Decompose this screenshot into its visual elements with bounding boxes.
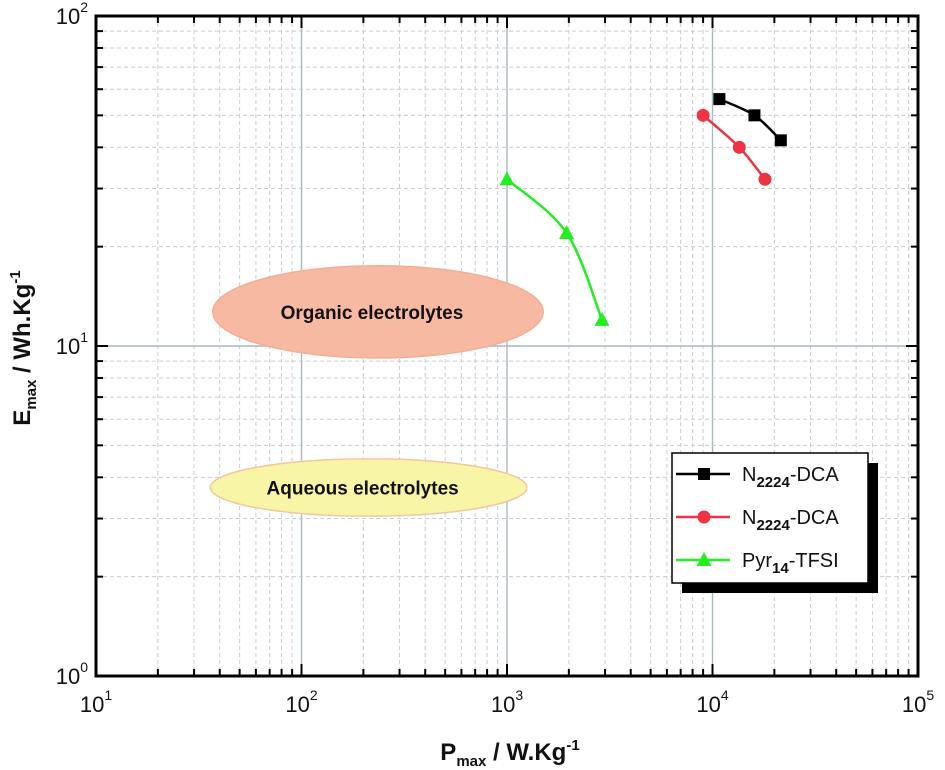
data-point — [499, 171, 515, 186]
region-label: Aqueous electrolytes — [267, 479, 459, 500]
x-axis-title: Pmax / W.Kg-1 — [440, 737, 579, 770]
x-tick-label: 105 — [902, 687, 934, 717]
y-tick-label: 101 — [56, 329, 88, 359]
series-2 — [696, 108, 772, 186]
legend-marker — [696, 552, 712, 566]
legend-marker — [697, 510, 711, 524]
x-tick-label: 104 — [696, 687, 728, 717]
data-point — [713, 93, 726, 106]
x-tick-label: 102 — [285, 687, 317, 717]
electrolyte-regions: Organic electrolytes Aqueous electrolytes — [209, 265, 544, 517]
x-tick-label: 103 — [491, 687, 523, 717]
series-3 — [499, 171, 610, 326]
data-point — [758, 172, 772, 186]
data-series — [499, 93, 787, 326]
data-point — [559, 225, 575, 240]
region-ellipse — [209, 458, 528, 517]
y-tick-label: 100 — [56, 659, 88, 689]
y-tick-label: 102 — [56, 0, 88, 29]
legend-item: N2224-DCA — [676, 464, 839, 491]
legend-label: Pyr14-TFSI — [742, 550, 839, 577]
region-label: Organic electrolytes — [281, 303, 464, 324]
series-1 — [713, 93, 787, 147]
data-point — [748, 109, 761, 122]
y-axis-title: Emax / Wh.Kg-1 — [7, 270, 40, 425]
data-point — [594, 311, 610, 326]
legend-label: N2224-DCA — [742, 464, 839, 491]
region-ellipse — [212, 265, 544, 359]
legend-marker — [698, 468, 710, 480]
x-tick-label: 101 — [80, 687, 112, 717]
legend-item: N2224-DCA — [676, 507, 839, 534]
data-point — [774, 134, 787, 147]
data-point — [696, 108, 710, 122]
legend-label: N2224-DCA — [742, 507, 839, 534]
legend: N2224-DCA N2224-DCA Pyr14-TFSI — [671, 452, 878, 593]
data-point — [732, 140, 746, 154]
legend-item: Pyr14-TFSI — [676, 550, 839, 577]
